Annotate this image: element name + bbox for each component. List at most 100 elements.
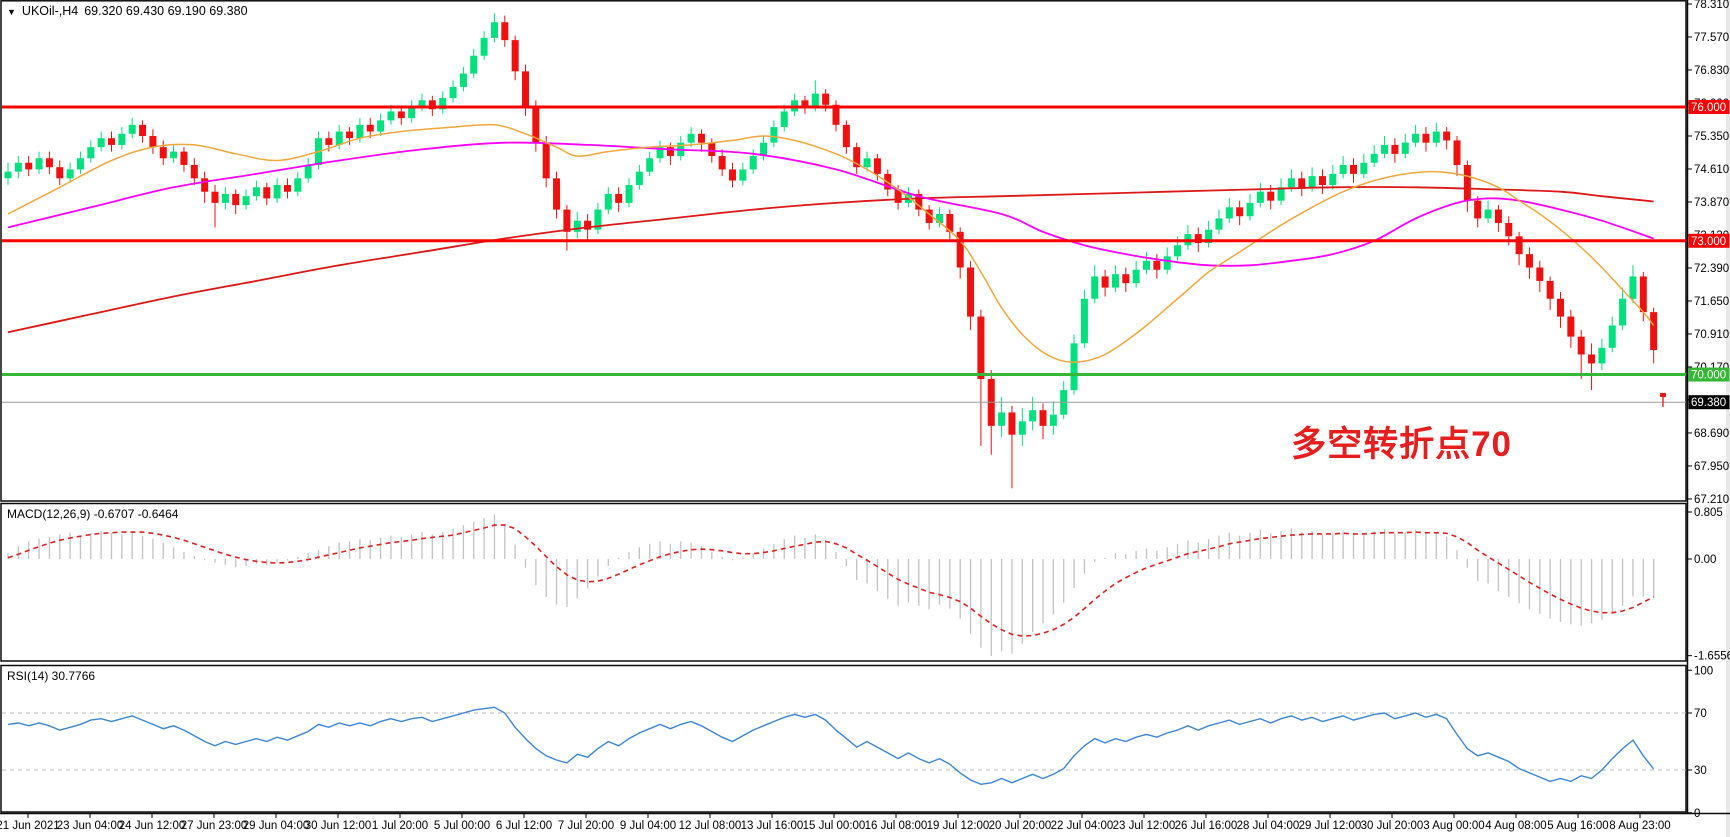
candle [1432,131,1440,143]
candle [56,167,64,179]
candle [1494,209,1502,223]
candle [1598,347,1606,364]
candle [1453,140,1461,165]
time-tick-label: 26 Jul 16:00 [1175,820,1238,832]
time-tick-label: 1 Jul 20:00 [372,820,428,832]
price-badge-label: 70.000 [1691,370,1726,382]
price-tick-label: 67.210 [1694,494,1729,506]
candle [1174,245,1182,257]
price-badge [1688,367,1730,382]
candle [532,107,540,143]
main-price-panel[interactable] [0,0,1687,502]
time-tick-label: 22 Jul 04:00 [1051,820,1114,832]
candle [180,151,188,165]
candle [190,164,198,179]
candle [522,71,529,108]
candle [925,209,933,223]
candle [325,138,333,145]
price-badge [1688,395,1730,410]
candle [1412,133,1420,143]
candle [998,412,1006,426]
level-lines-group [2,105,1686,403]
candle [801,100,809,108]
price-tick-label: 76.830 [1694,65,1729,77]
candle [97,138,105,148]
candle [1215,218,1223,230]
candle [263,187,271,199]
slow-ma-red [7,186,1654,334]
candle [1536,267,1544,281]
time-tick-label: 6 Jul 12:00 [496,820,552,832]
candle [1111,274,1119,288]
price-tick-label: 70.910 [1694,329,1729,341]
candle [470,55,478,74]
price-badge-label: 69.380 [1691,397,1726,409]
price-tick-label: 0.805 [1694,507,1723,519]
candle [1298,178,1306,188]
candle [366,124,374,132]
candle [356,124,364,139]
candle [863,158,871,168]
price-axis[interactable]: 78.31077.57076.83076.09075.35074.61073.8… [1686,0,1730,820]
time-tick-label: 7 Jul 20:00 [558,820,614,832]
candle [1515,236,1523,255]
candle [1546,280,1554,299]
annotation-text: 多空转折点70 [1291,425,1512,464]
candle [232,193,240,206]
candle [822,93,830,105]
candle [459,73,467,87]
candle [118,133,126,145]
candle [1608,325,1616,348]
symbol-info: ▼ UKOil-,H4 69.320 69.430 69.190 69.380 [7,4,248,18]
candle [1049,414,1057,426]
candle [408,107,416,119]
time-tick-label: 5 Aug 16:00 [1547,820,1608,832]
price-badge-label: 73.000 [1691,236,1726,248]
candle [1360,162,1368,174]
macd-panel[interactable] [0,502,1687,662]
rsi-line [7,706,1655,786]
candle [977,316,985,380]
candle [273,185,281,199]
rsi-group [2,706,1686,786]
candle [1039,410,1047,426]
candle [1236,207,1244,217]
candle [967,267,975,317]
candle [729,169,736,181]
price-tick-label: 75.350 [1694,131,1729,143]
candle [1329,173,1337,186]
candle [1153,260,1161,270]
candle [149,135,157,148]
time-tick-label: 16 Jul 08:00 [865,820,928,832]
price-badge [1688,100,1730,115]
candle [283,185,291,192]
candle [573,220,581,232]
candle [66,169,74,179]
macd-indicator-label: MACD(12,26,9) -0.6707 -0.6464 [7,507,179,521]
candle [894,189,902,203]
candle [252,187,260,197]
symbol-dropdown-icon[interactable]: ▼ [7,6,16,17]
time-tick-label: 27 Jun 23:00 [181,820,248,832]
candle [87,147,95,159]
candle [842,124,850,148]
candle [1588,354,1596,364]
candle [811,93,819,108]
price-marker [1659,392,1666,407]
candle [1225,207,1233,219]
price-tick-label: 30 [1694,765,1707,777]
price-badge-label: 76.000 [1691,102,1726,114]
candle [45,158,53,168]
time-tick-label: 15 Jul 00:00 [803,820,866,832]
candle [853,147,861,168]
candle [1143,260,1150,270]
candle [1256,191,1264,203]
candle [170,151,178,159]
candle [780,111,788,128]
rsi-indicator-label: RSI(14) 30.7766 [7,669,96,683]
candle [346,131,354,139]
candle [211,191,219,203]
candle [542,142,550,179]
